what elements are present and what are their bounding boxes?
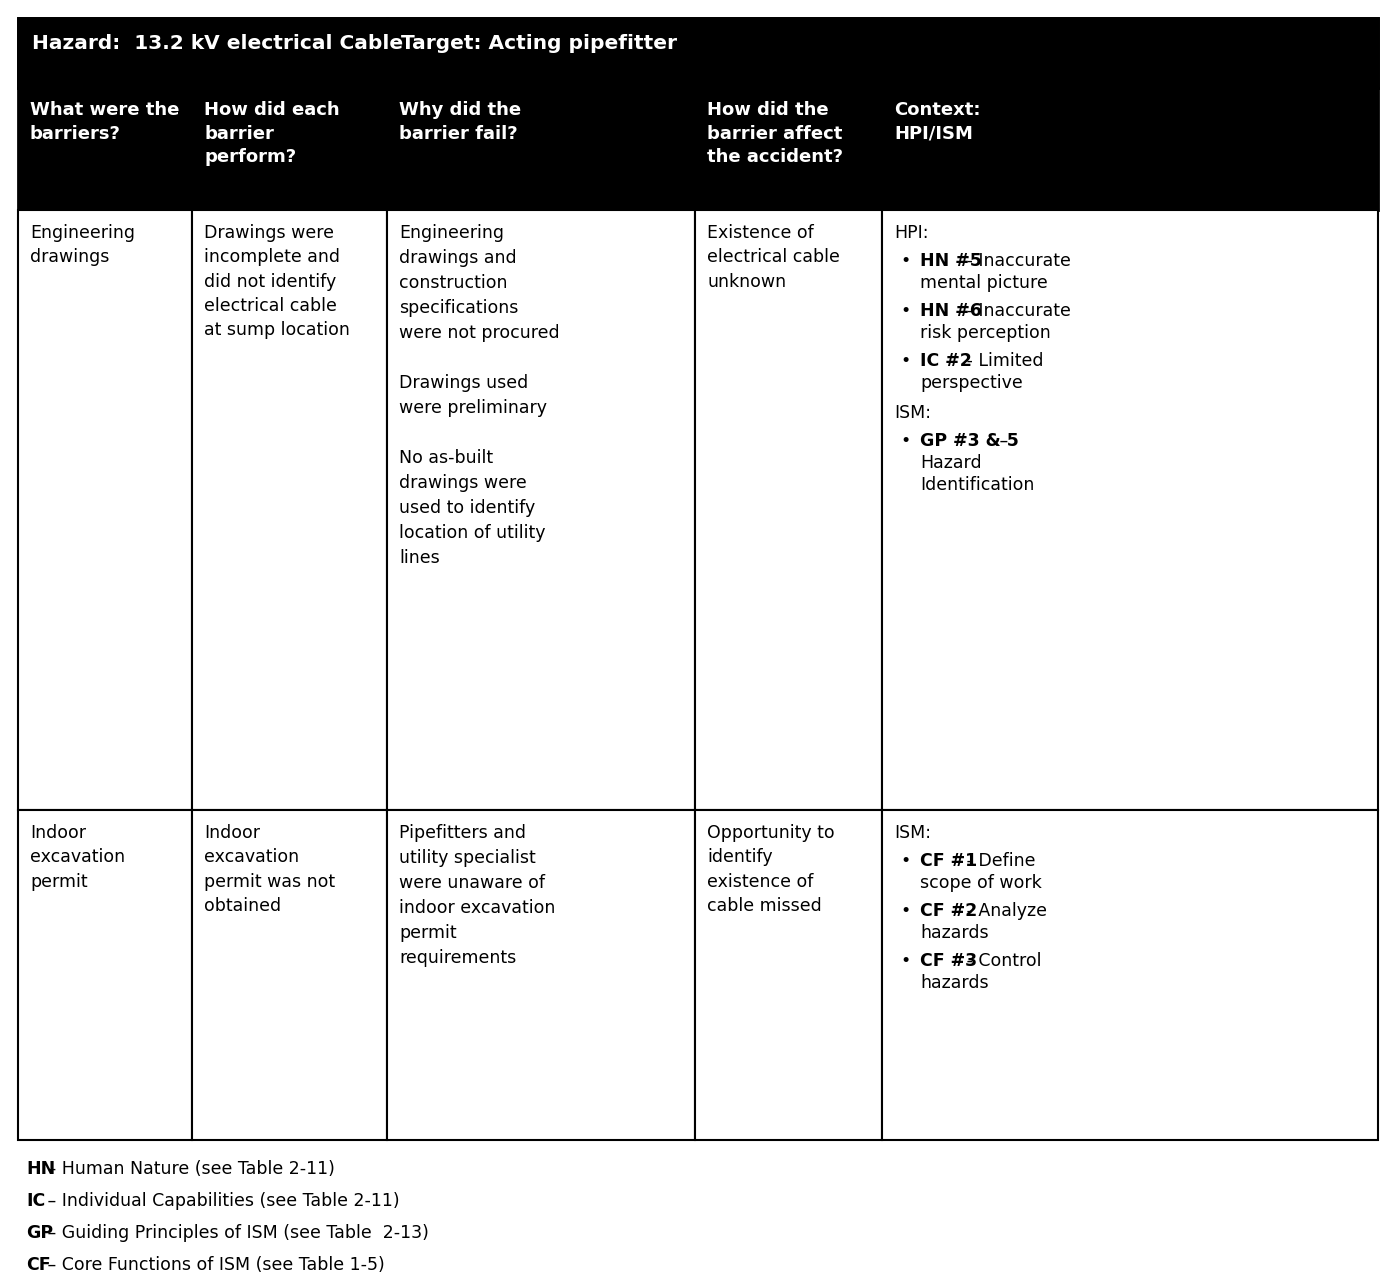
Text: •: • <box>900 352 910 369</box>
Text: - Define: - Define <box>960 852 1036 870</box>
Text: hazards: hazards <box>920 975 988 992</box>
Text: Indoor
excavation
permit was not
obtained: Indoor excavation permit was not obtaine… <box>204 824 335 915</box>
Text: hazards: hazards <box>920 924 988 941</box>
Text: – Guiding Principles of ISM (see Table  2-13): – Guiding Principles of ISM (see Table 2… <box>42 1224 430 1242</box>
Text: •: • <box>900 252 910 270</box>
Text: – Core Functions of ISM (see Table 1-5): – Core Functions of ISM (see Table 1-5) <box>42 1256 385 1274</box>
Text: IC: IC <box>27 1192 45 1210</box>
Text: •: • <box>900 902 910 920</box>
Text: Context:
HPI/ISM: Context: HPI/ISM <box>893 101 980 143</box>
Text: –: – <box>994 432 1008 450</box>
Text: •: • <box>900 852 910 870</box>
Text: Pipefitters and
utility specialist
were unaware of
indoor excavation
permit
requ: Pipefitters and utility specialist were … <box>399 824 556 967</box>
Text: scope of work: scope of work <box>920 874 1041 892</box>
Text: Hazard:  13.2 kV electrical Cable: Hazard: 13.2 kV electrical Cable <box>32 34 403 54</box>
Text: CF #2: CF #2 <box>920 902 977 920</box>
Text: Engineering
drawings and
construction
specifications
were not procured

Drawings: Engineering drawings and construction sp… <box>399 224 560 567</box>
Text: ISM:: ISM: <box>893 824 931 842</box>
Text: CF #3: CF #3 <box>920 952 977 970</box>
Text: - Analyze: - Analyze <box>960 902 1047 920</box>
Text: How did the
barrier affect
the accident?: How did the barrier affect the accident? <box>706 101 843 166</box>
Text: GP #3 & 5: GP #3 & 5 <box>920 432 1019 450</box>
Text: – Individual Capabilities (see Table 2-11): – Individual Capabilities (see Table 2-1… <box>42 1192 401 1210</box>
Text: - Inaccurate: - Inaccurate <box>960 252 1071 270</box>
Text: Engineering
drawings: Engineering drawings <box>29 224 135 266</box>
Text: HN #6: HN #6 <box>920 302 981 320</box>
Text: •: • <box>900 952 910 970</box>
Text: •: • <box>900 432 910 450</box>
Text: HPI:: HPI: <box>893 224 928 242</box>
Text: perspective: perspective <box>920 375 1023 392</box>
Text: – Human Nature (see Table 2-11): – Human Nature (see Table 2-11) <box>42 1161 335 1178</box>
Text: - Control: - Control <box>960 952 1041 970</box>
Text: Hazard: Hazard <box>920 454 981 471</box>
Text: - Inaccurate: - Inaccurate <box>960 302 1071 320</box>
Text: CF #1: CF #1 <box>920 852 977 870</box>
Text: Existence of
electrical cable
unknown: Existence of electrical cable unknown <box>706 224 840 290</box>
Text: IC #2: IC #2 <box>920 352 972 369</box>
Text: CF: CF <box>27 1256 50 1274</box>
Text: Indoor
excavation
permit: Indoor excavation permit <box>29 824 126 891</box>
Text: risk perception: risk perception <box>920 324 1051 341</box>
Text: mental picture: mental picture <box>920 274 1048 292</box>
Text: •: • <box>900 302 910 320</box>
Text: Drawings were
incomplete and
did not identify
electrical cable
at sump location: Drawings were incomplete and did not ide… <box>204 224 350 339</box>
Text: Why did the
barrier fail?: Why did the barrier fail? <box>399 101 521 143</box>
Text: HN #5: HN #5 <box>920 252 981 270</box>
Text: GP: GP <box>27 1224 53 1242</box>
Text: Identification: Identification <box>920 476 1034 494</box>
Text: HN: HN <box>27 1161 56 1178</box>
Text: Target: Acting pipefitter: Target: Acting pipefitter <box>401 34 677 54</box>
Text: ISM:: ISM: <box>893 404 931 422</box>
Text: - Limited: - Limited <box>960 352 1043 369</box>
Text: Opportunity to
identify
existence of
cable missed: Opportunity to identify existence of cab… <box>706 824 835 915</box>
Text: How did each
barrier
perform?: How did each barrier perform? <box>204 101 339 166</box>
Text: What were the
barriers?: What were the barriers? <box>29 101 179 143</box>
